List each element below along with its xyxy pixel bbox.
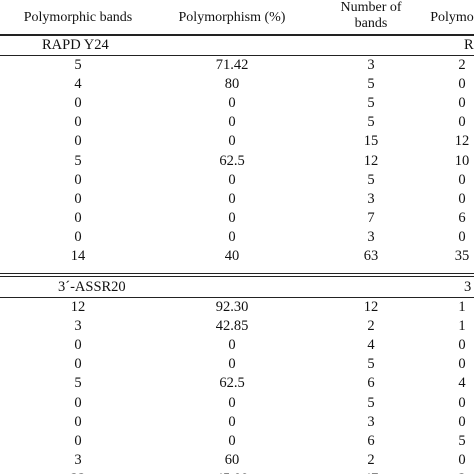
cell-number-of-bands: 12 — [363, 299, 379, 315]
cell-polymorphism-col4: 6 — [458, 209, 466, 226]
cell-polymorphic-bands: 0 — [74, 337, 82, 354]
cell-polymorphic-bands: 4 — [74, 76, 82, 93]
cell-polymorphic-bands: 0 — [74, 114, 82, 131]
cell-polymorphism-col4: 0 — [458, 413, 466, 430]
cell-polymorphic-bands: 3 — [74, 318, 82, 335]
cell-polymorphism-percent: 0 — [228, 171, 236, 188]
cell-number-of-bands: 3 — [367, 413, 375, 430]
cell-polymorphic-bands: 0 — [74, 228, 82, 245]
cell-polymorphism-percent: 0 — [228, 95, 236, 112]
section-label-right-2: 3 — [464, 279, 472, 295]
cell-polymorphism-percent: 0 — [228, 209, 236, 226]
cell-number-of-bands: 3 — [367, 190, 375, 207]
cell-polymorphism-col4: 0 — [458, 114, 466, 131]
section-label-right-1: R — [464, 37, 474, 53]
cell-polymorphic-bands: 0 — [74, 356, 82, 373]
cell-number-of-bands: 2 — [367, 451, 375, 468]
cell-polymorphism-percent: 71.42 — [215, 57, 249, 73]
cell-polymorphism-col4: 5 — [458, 432, 466, 449]
cell-number-of-bands: 15 — [363, 133, 379, 150]
header-number-of-bands-line1: Number of — [340, 0, 402, 15]
cell-number-of-bands: 5 — [367, 171, 375, 188]
cell-polymorphism-col4: 0 — [458, 76, 466, 93]
cell-number-of-bands: 5 — [367, 356, 375, 373]
cell-number-of-bands: 6 — [367, 432, 375, 449]
cell-polymorphism-percent: 0 — [228, 356, 236, 373]
cell-polymorphic-bands: 14 — [70, 248, 86, 264]
cell-polymorphism-col4: 3 — [458, 471, 465, 474]
cell-polymorphic-bands: 5 — [74, 57, 82, 73]
cell-polymorphism-percent: 62.5 — [219, 375, 245, 392]
section-separator-rule — [0, 273, 474, 274]
cell-polymorphism-col4: 35 — [454, 248, 470, 264]
cell-polymorphism-percent: 42.85 — [215, 318, 249, 335]
cell-number-of-bands: 5 — [367, 76, 375, 93]
cell-polymorphism-col4: 0 — [458, 356, 466, 373]
cell-polymorphic-bands: 0 — [74, 432, 82, 449]
cell-polymorphism-percent: 0 — [228, 190, 236, 207]
cell-polymorphism-col4: 4 — [458, 375, 466, 392]
cell-polymorphism-col4: 2 — [458, 57, 466, 73]
cell-number-of-bands: 7 — [367, 209, 375, 226]
cell-polymorphism-percent: 80 — [224, 76, 240, 93]
cell-polymorphism-percent: 0 — [228, 133, 236, 150]
cell-number-of-bands: 5 — [367, 114, 375, 131]
section-rule-2 — [0, 297, 474, 298]
cell-polymorphism-percent: 0 — [228, 413, 236, 430]
header-rule — [0, 34, 474, 36]
cell-polymorphism-percent: 92.30 — [215, 299, 249, 315]
cell-polymorphism-percent: 40 — [224, 248, 240, 264]
cell-polymorphism-percent: 62.5 — [219, 152, 245, 169]
cell-polymorphic-bands: 5 — [74, 152, 82, 169]
cell-polymorphic-bands: 0 — [74, 171, 82, 188]
cell-polymorphic-bands: 0 — [74, 95, 82, 112]
cell-number-of-bands: 4 — [367, 337, 375, 354]
section-label-assr: 3´-ASSR20 — [58, 279, 126, 295]
cell-polymorphism-percent: 45.09 — [216, 471, 249, 474]
cell-number-of-bands: 3 — [367, 228, 375, 245]
cell-polymorphic-bands: 0 — [74, 133, 82, 150]
cell-number-of-bands: 5 — [367, 394, 375, 411]
header-polymorphism-percent: Polymorphism (%) — [178, 10, 286, 25]
cell-polymorphism-col4: 1 — [458, 299, 466, 315]
cell-polymorphism-col4: 10 — [454, 152, 470, 169]
cell-polymorphism-col4: 0 — [458, 190, 466, 207]
cell-number-of-bands: 63 — [363, 248, 379, 264]
cell-polymorphic-bands: 0 — [74, 413, 82, 430]
cell-polymorphic-bands: 0 — [74, 394, 82, 411]
header-number-of-bands-line2: bands — [354, 16, 388, 31]
section-rule-1 — [0, 55, 474, 56]
cell-polymorphic-bands: 5 — [74, 375, 82, 392]
cell-polymorphic-bands: 3 — [74, 451, 82, 468]
cell-polymorphism-percent: 0 — [228, 432, 236, 449]
cell-polymorphism-col4: 0 — [458, 171, 466, 188]
cell-polymorphic-bands: 12 — [70, 299, 86, 315]
header-polymorphism-col4: Polymo — [430, 10, 474, 25]
cell-polymorphism-col4: 0 — [458, 95, 466, 112]
cell-number-of-bands: 47 — [364, 471, 379, 474]
cell-polymorphism-col4: 0 — [458, 394, 466, 411]
cell-polymorphism-percent: 60 — [224, 451, 240, 468]
header-polymorphic-bands: Polymorphic bands — [23, 10, 133, 25]
cell-polymorphism-col4: 0 — [458, 337, 466, 354]
cell-polymorphism-percent: 0 — [228, 228, 236, 245]
cell-number-of-bands: 2 — [367, 318, 375, 335]
cell-polymorphism-percent: 0 — [228, 394, 236, 411]
cell-number-of-bands: 3 — [367, 57, 375, 73]
section-separator-rule-2 — [0, 276, 474, 277]
cell-polymorphism-percent: 0 — [228, 337, 236, 354]
section-label-rapd: RAPD Y24 — [42, 37, 109, 53]
cell-number-of-bands: 5 — [367, 95, 375, 112]
cell-polymorphic-bands: 0 — [74, 209, 82, 226]
cell-number-of-bands: 6 — [367, 375, 375, 392]
cell-polymorphism-percent: 0 — [228, 114, 236, 131]
cell-polymorphism-col4: 0 — [458, 451, 466, 468]
cell-number-of-bands: 12 — [363, 152, 379, 169]
cell-polymorphism-col4: 1 — [458, 318, 466, 335]
cell-polymorphism-col4: 0 — [458, 228, 466, 245]
cell-polymorphic-bands: 23 — [71, 471, 86, 474]
cell-polymorphic-bands: 0 — [74, 190, 82, 207]
cell-polymorphism-col4: 12 — [454, 133, 470, 150]
